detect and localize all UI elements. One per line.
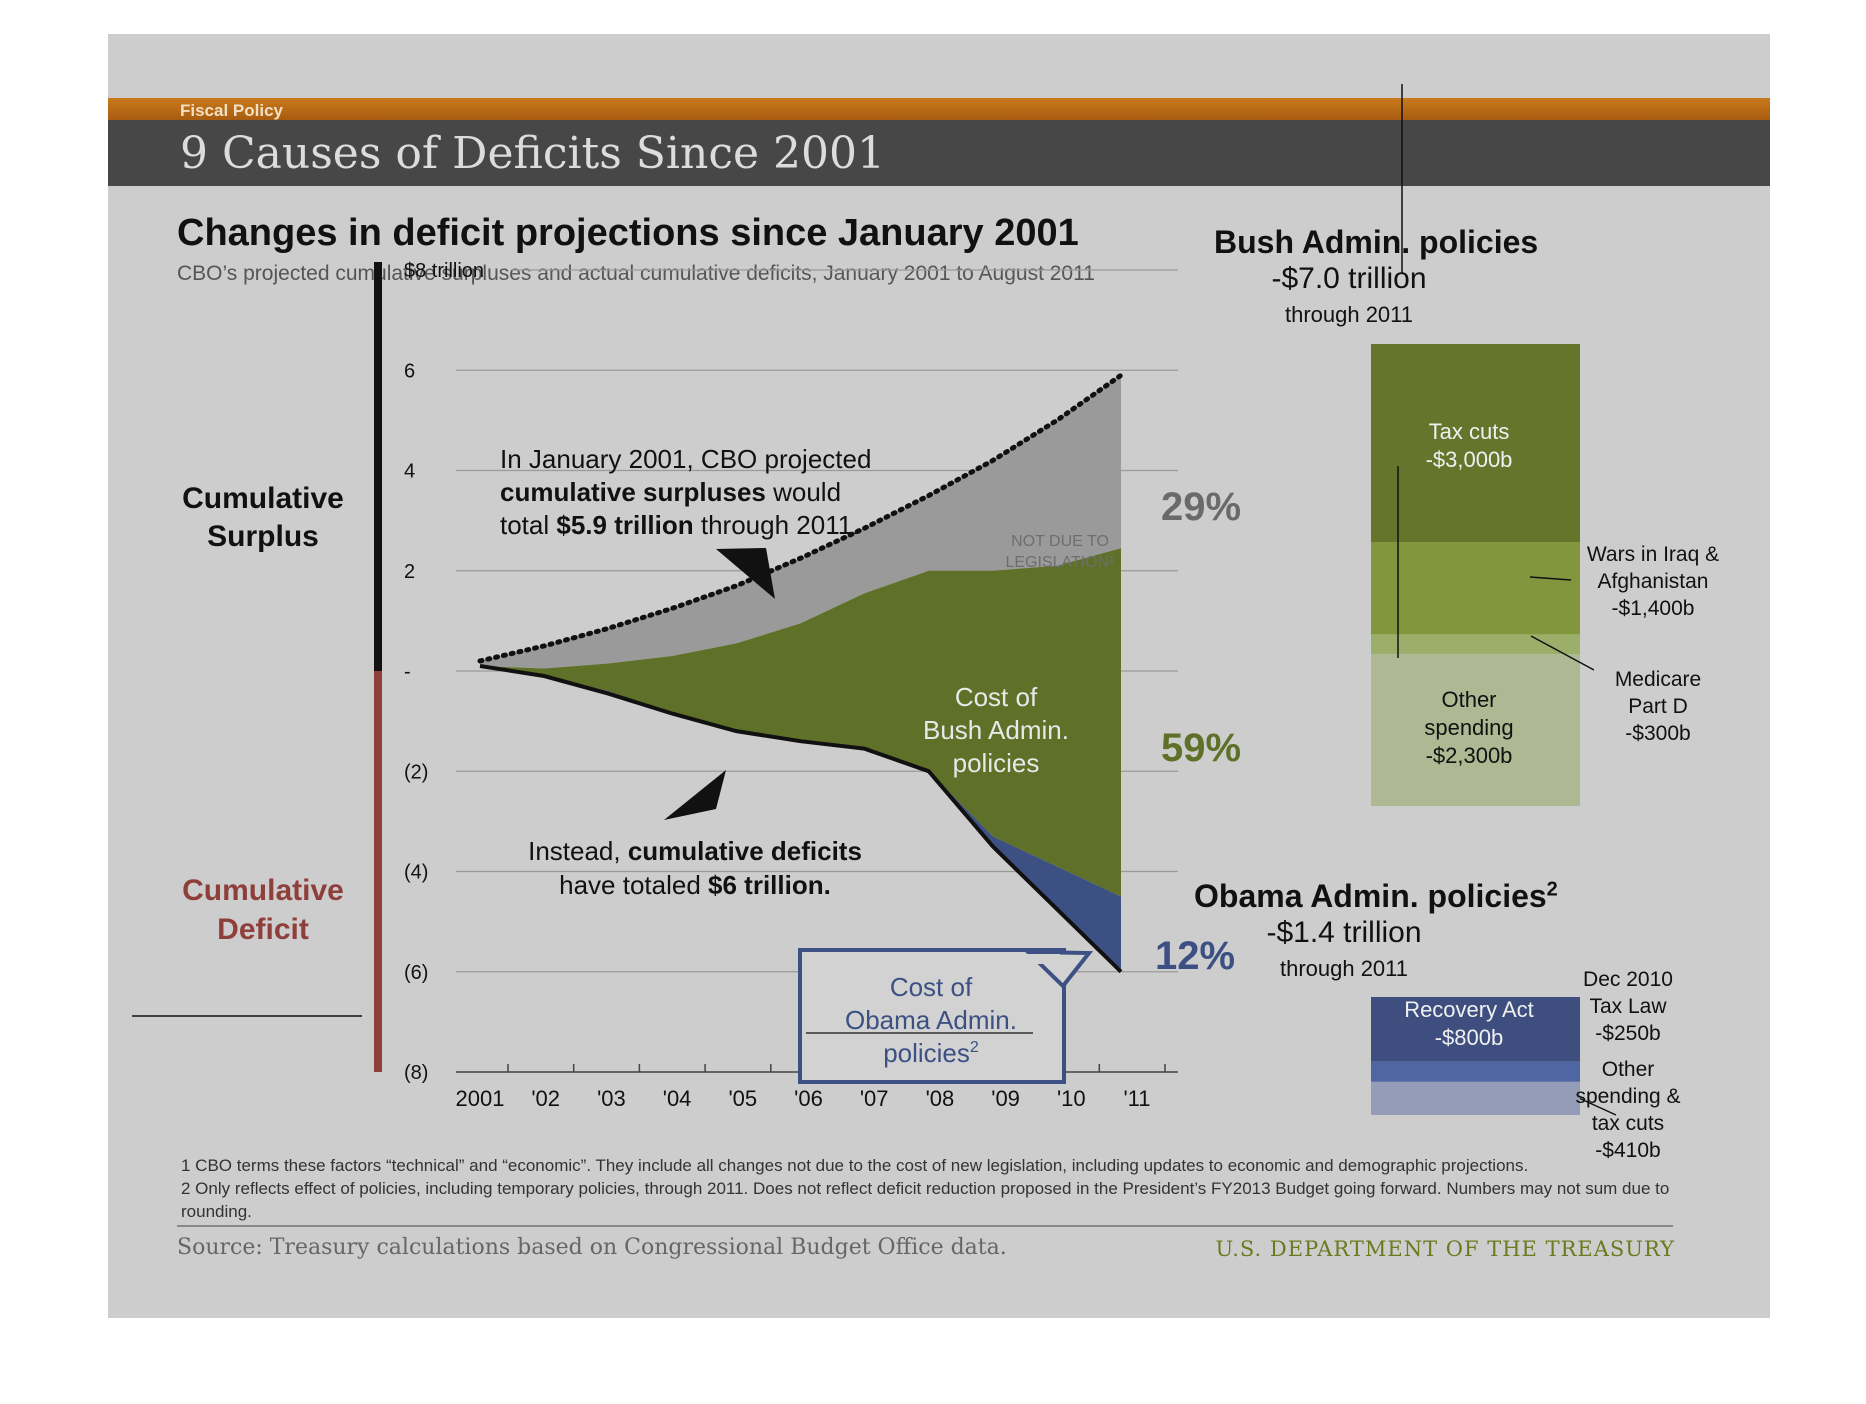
deficit-label-line2: Deficit [217,913,309,946]
x-tick-label: '11 [1123,1086,1150,1111]
footnote-2: 2 Only reflects effect of policies, incl… [181,1179,1670,1221]
obama-panel-period: through 2011 [1279,956,1409,981]
surplus-note-line1: In January 2001, CBO projected [500,444,871,474]
y-tick-labels: $8 trillion 6 4 2 - (2) (4) (6) (8) [404,260,484,1084]
y-tick-label: - [404,661,411,683]
y-tick-label: (6) [404,962,428,984]
pct-not-due: 29% [1161,485,1241,529]
y-tick-label: (2) [404,761,428,783]
agency-label: U.S. DEPARTMENT OF THE TREASURY [1215,1237,1675,1261]
main-chart: Cumulative Surplus Cumulative Deficit $8… [132,260,1241,1111]
surplus-note-line3: total $5.9 trillion through 2011. [500,510,859,540]
bush-segment-3 [1371,654,1580,806]
x-tick-label: '07 [860,1086,889,1111]
obama-cost-label-line2: Obama Admin. [845,1005,1017,1035]
obama-callout-box [798,948,1066,1084]
surplus-note-line2: cumulative surpluses would [500,477,841,507]
chart-subtitle: CBO’s projected cumulative surpluses and… [177,262,1095,285]
bush-cost-label-line2: Bush Admin. [923,715,1069,745]
bush-panel-total: -$7.0 trillion [1271,262,1427,295]
pct-obama: 12% [1155,934,1235,978]
x-tick-label: '10 [1057,1086,1086,1111]
x-tick-label: '04 [663,1086,692,1111]
header-band [108,120,1770,186]
bush-stack [1371,344,1580,806]
obama-segment-1 [1371,1061,1580,1082]
bush-cost-label-line3: policies [953,748,1040,778]
bush-panel-period: through 2011 [1284,302,1414,327]
not-due-area [480,375,1121,669]
deficit-label-line1: Cumulative [182,874,344,907]
obama-panel-bar [1371,997,1580,1115]
slide: Fiscal Policy 9 Causes of Deficits Since… [108,34,1770,1318]
bush-panel-bar [1371,84,1617,1116]
bush-segment-0 [1371,344,1580,542]
bush-tax-cuts-label: Tax cuts -$3,000b [1425,419,1513,472]
deficit-callout-pointer [664,770,726,820]
bush-cost-label-line1: Cost of [955,682,1038,712]
bush-wars-label: Wars in Iraq & Afghanistan -$1,400b [1586,543,1720,620]
x-tick-label: '02 [531,1086,560,1111]
chart-title: Changes in deficit projections since Jan… [177,212,1079,254]
obama-segment-0 [1371,997,1580,1062]
y-tick-label: 4 [404,461,415,483]
bush-segment-1 [1371,542,1580,635]
x-tick-label: '08 [926,1086,955,1111]
actual-cumulative-line [479,664,1123,974]
surplus-axis-bar [374,262,382,671]
y-tick-label: 2 [404,561,415,583]
surplus-label-line2: Surplus [207,520,319,553]
deficit-note-line2: have totaled $6 trillion. [559,870,831,900]
deficit-note-line1: Instead, cumulative deficits [528,836,862,866]
series-lines [477,372,1124,974]
bush-policies-area [480,548,1121,897]
obama-cost-label-line3: policies2 [883,1038,979,1068]
obama-panel-title: Obama Admin. policies2 [1194,878,1558,914]
bush-other-label: Other spending -$2,300b [1424,687,1514,768]
x-tick-label: '09 [991,1086,1020,1111]
page-title: 9 Causes of Deficits Since 2001 [180,128,885,179]
deficit-axis-bar [374,671,382,1072]
y-tick-label: (8) [404,1062,428,1084]
y-tick-label: $8 trillion [404,260,484,282]
obama-cost-label-line1: Cost of [890,972,973,1002]
cbo-projected-line [477,372,1124,664]
obama-stack [1371,997,1580,1115]
surplus-label-line1: Cumulative [182,482,344,515]
x-tick-label: 2001 [456,1086,505,1111]
x-tick-label: '06 [794,1086,823,1111]
bush-segment-2 [1371,634,1580,655]
areas [480,375,1121,972]
medicare-leader-line [1530,635,1595,671]
section-label: Fiscal Policy [180,101,283,120]
side-labels: Cumulative Surplus Cumulative Deficit [132,482,362,1017]
obama-segment-2 [1371,1081,1580,1115]
source-divider [177,1225,1673,1227]
bush-medicare-label: Medicare Part D -$300b [1614,668,1702,745]
footnotes: 1 CBO terms these factors “technical” an… [181,1154,1741,1223]
area-labels: NOT DUE TO LEGISLATION¹ Cost of Bush Adm… [923,485,1241,978]
pct-bush: 59% [1161,726,1241,770]
y-axis-bars [374,262,382,1072]
obama-recovery-label: Recovery Act -$800b [1404,997,1534,1050]
source-note: Source: Treasury calculations based on C… [177,1235,1007,1260]
not-due-label-line1: NOT DUE TO [1011,533,1109,550]
callouts: In January 2001, CBO projected cumulativ… [500,444,1094,1084]
obama-cost-callout: Cost of Obama Admin. policies2 [798,948,1094,1084]
header-accent-bar [108,98,1770,120]
y-tick-label: (4) [404,862,428,884]
surplus-callout-pointer [716,548,775,599]
x-tick-label: '03 [597,1086,626,1111]
obama-panel-total: -$1.4 trillion [1266,916,1422,949]
not-due-label-line2: LEGISLATION¹ [1005,554,1114,571]
obama-other-label: Other spending & tax cuts -$410b [1575,1058,1681,1162]
obama-callout-tail-cover [1020,954,1060,964]
wars-leader-line [1529,576,1572,581]
x-tick-label: '05 [728,1086,757,1111]
y-tick-label: 6 [404,360,415,382]
footnote-1: 1 CBO terms these factors “technical” an… [181,1156,1529,1175]
obama-tax-law-label: Dec 2010 Tax Law -$250b [1583,968,1673,1045]
